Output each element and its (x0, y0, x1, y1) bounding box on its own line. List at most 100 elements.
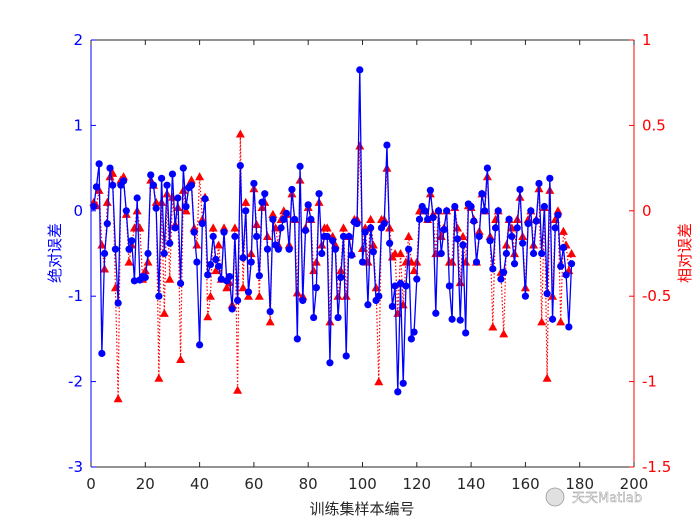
data-point (453, 223, 463, 232)
data-point (521, 292, 530, 300)
data-point (247, 258, 255, 266)
data-point (296, 162, 304, 170)
data-point (516, 185, 524, 194)
right-tick-label: -1.5 (642, 458, 671, 476)
data-point (341, 291, 351, 300)
data-point (558, 226, 568, 235)
data-point (212, 255, 220, 264)
data-point (356, 66, 364, 74)
data-point (222, 283, 232, 292)
data-point (396, 249, 406, 258)
data-point (405, 245, 413, 253)
data-point (97, 240, 107, 249)
data-point (95, 160, 103, 168)
data-point (478, 190, 486, 198)
data-point (147, 171, 155, 179)
data-point (165, 274, 175, 283)
data-point (236, 161, 244, 170)
data-point (128, 237, 136, 245)
data-point (155, 292, 163, 300)
data-point (288, 185, 296, 194)
data-point (415, 215, 424, 223)
data-point (166, 239, 174, 247)
data-point (391, 282, 399, 290)
data-point (550, 214, 560, 223)
left-tick-label: 1 (73, 116, 83, 134)
data-point (182, 202, 190, 211)
data-point (440, 225, 448, 234)
data-point (339, 223, 348, 232)
data-point (551, 224, 559, 232)
data-point (559, 243, 568, 252)
data-point (432, 309, 440, 317)
data-point (152, 204, 160, 212)
data-point (491, 214, 501, 223)
data-point (554, 211, 562, 219)
x-tick-label: 20 (136, 475, 155, 493)
data-point (292, 288, 302, 297)
data-point (204, 271, 212, 279)
data-point (269, 215, 277, 223)
data-point (396, 279, 405, 287)
data-point (358, 258, 367, 266)
data-point (168, 170, 177, 178)
data-point (130, 277, 139, 285)
left-tick-label: -2 (68, 373, 83, 391)
data-point (407, 335, 415, 343)
data-point (307, 215, 315, 223)
data-point (193, 258, 201, 266)
data-point (133, 194, 141, 202)
data-point (241, 197, 251, 206)
data-point (556, 317, 566, 326)
data-point (160, 249, 168, 258)
data-point (366, 214, 376, 223)
data-point (371, 283, 381, 292)
data-point (103, 220, 111, 228)
data-point (238, 283, 248, 292)
data-point (331, 245, 339, 253)
data-point (299, 296, 307, 305)
data-point (481, 207, 489, 215)
data-point (250, 179, 258, 188)
series-line (93, 133, 573, 399)
data-point (494, 207, 502, 215)
left-axis-label: 绝对误差 (46, 223, 64, 283)
data-point (268, 209, 278, 218)
right-tick-label: 0.5 (642, 116, 666, 134)
data-point (263, 245, 272, 253)
data-point (383, 141, 391, 149)
data-point (348, 251, 356, 259)
data-point (345, 232, 353, 241)
data-point (557, 262, 565, 270)
data-point (339, 232, 348, 241)
data-point (325, 317, 335, 326)
watermark-text: 天天Matlab (572, 491, 642, 506)
data-point (535, 179, 543, 188)
data-point (235, 129, 245, 138)
data-point (214, 240, 224, 249)
data-point (402, 282, 410, 290)
data-point (280, 215, 288, 223)
data-point (475, 232, 483, 241)
watermark: 天天Matlab (545, 487, 642, 507)
data-point (394, 388, 402, 396)
x-tick-label: 80 (299, 475, 318, 493)
data-point (92, 183, 101, 191)
data-point (369, 248, 377, 256)
x-tick-label: 0 (86, 475, 96, 493)
data-point (255, 272, 263, 280)
left-tick-label: -3 (68, 458, 83, 476)
data-point (186, 175, 196, 184)
data-point (565, 323, 573, 331)
data-point (122, 207, 130, 215)
data-point (181, 206, 191, 215)
data-point (510, 260, 519, 268)
data-point (375, 292, 383, 300)
data-point (421, 207, 429, 215)
data-point (318, 249, 326, 258)
data-point (163, 181, 171, 189)
data-point (242, 207, 250, 215)
right-tick-label: -1 (642, 373, 657, 391)
x-tick-label: 200 (620, 475, 649, 493)
right-tick-label: 1 (642, 31, 652, 49)
